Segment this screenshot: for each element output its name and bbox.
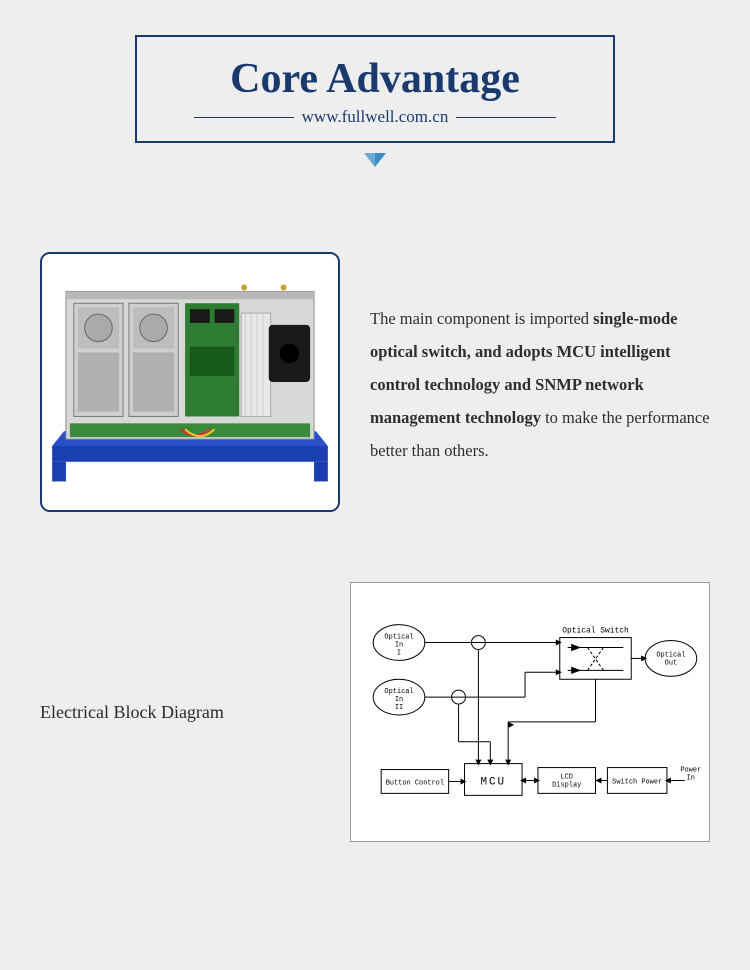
- node-lcd-l1: LCD: [560, 773, 573, 781]
- node-optical-in-2-l3: II: [395, 704, 403, 712]
- block-diagram-frame: Optical In I Optical In II Optical Switc…: [350, 582, 710, 842]
- node-optical-in-2-l2: In: [395, 696, 403, 704]
- node-switch-power: Switch Power: [612, 778, 662, 786]
- node-optical-in-1-l3: I: [397, 649, 401, 657]
- diagram-label: Electrical Block Diagram: [30, 702, 310, 723]
- node-mcu: MCU: [480, 776, 506, 788]
- product-description: The main component is imported single-mo…: [370, 298, 720, 467]
- product-image-frame: [40, 252, 340, 512]
- node-power-in-l2: In: [687, 774, 695, 782]
- down-arrow-icon: [364, 153, 386, 167]
- page-title: Core Advantage: [137, 55, 613, 103]
- block-diagram: Optical In I Optical In II Optical Switc…: [351, 583, 709, 841]
- divider-right: [456, 117, 556, 118]
- header-box: Core Advantage www.fullwell.com.cn: [135, 35, 615, 143]
- node-lcd-l2: Display: [552, 781, 581, 789]
- node-optical-in-1-l1: Optical: [384, 634, 413, 642]
- section-diagram: Electrical Block Diagram: [0, 582, 750, 842]
- node-optical-in-1-l2: In: [395, 642, 403, 650]
- header-subtitle-row: www.fullwell.com.cn: [137, 107, 613, 127]
- node-optical-out-l2: Out: [665, 659, 678, 667]
- node-optical-out-l1: Optical: [656, 651, 685, 659]
- node-power-in-l1: Power: [680, 767, 701, 775]
- divider-left: [194, 117, 294, 118]
- desc-text-pre: The main component is imported: [370, 309, 593, 328]
- node-optical-switch: Optical Switch: [562, 627, 629, 636]
- product-illustration: [42, 254, 338, 510]
- node-button-control: Button Control: [386, 779, 444, 787]
- section-product: The main component is imported single-mo…: [0, 252, 750, 512]
- header-subtitle: www.fullwell.com.cn: [302, 107, 449, 127]
- node-optical-in-2-l1: Optical: [384, 688, 413, 696]
